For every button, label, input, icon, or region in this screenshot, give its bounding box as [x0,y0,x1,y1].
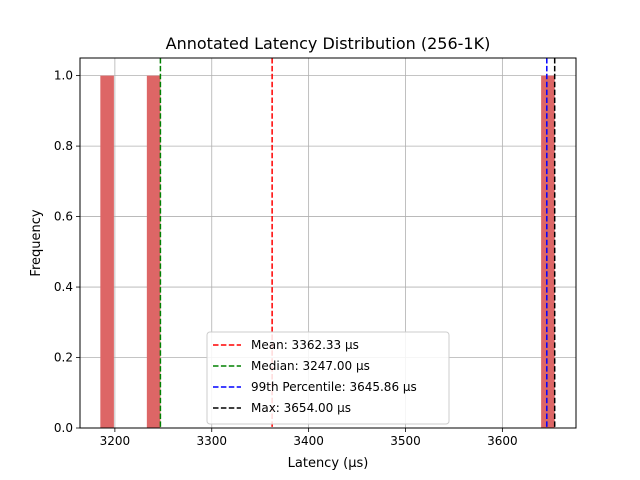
x-tick-label: 3200 [100,434,131,448]
histogram-bar [100,75,114,428]
histogram-bar [146,75,161,428]
y-tick-label: 0.8 [54,139,73,153]
y-tick-label: 0.4 [54,280,73,294]
x-tick-label: 3300 [196,434,227,448]
y-tick-label: 0.2 [54,351,73,365]
ticks-layer: 3200 3300 3400 3500 3600 0.0 0.2 0.4 0.6 0.8 1.0 [54,69,518,448]
legend-box [206,331,450,425]
legend-label: Median: 3247.00 µs [251,359,370,373]
legend-label: Mean: 3362.33 µs [251,338,359,352]
grid-layer [80,58,576,429]
y-tick-label: 1.0 [54,69,73,83]
y-tick-label: 0.6 [54,210,73,224]
y-tick-label: 0.0 [54,421,73,435]
y-axis-label: Frequency [29,209,44,276]
x-axis-label: Latency (µs) [288,456,369,471]
legend-label: 99th Percentile: 3645.86 µs [251,380,417,394]
legend: Mean: 3362.33 µs Median: 3247.00 µs 99th P… [206,331,450,425]
histogram-bar [541,75,555,428]
x-tick-label: 3400 [293,434,324,448]
bars-layer [100,75,555,428]
plot-frame [79,57,577,429]
legend-label: Max: 3654.00 µs [251,401,351,415]
x-tick-label: 3600 [487,434,518,448]
chart-title: Annotated Latency Distribution (256-1K) [166,34,491,53]
x-tick-label: 3500 [390,434,421,448]
